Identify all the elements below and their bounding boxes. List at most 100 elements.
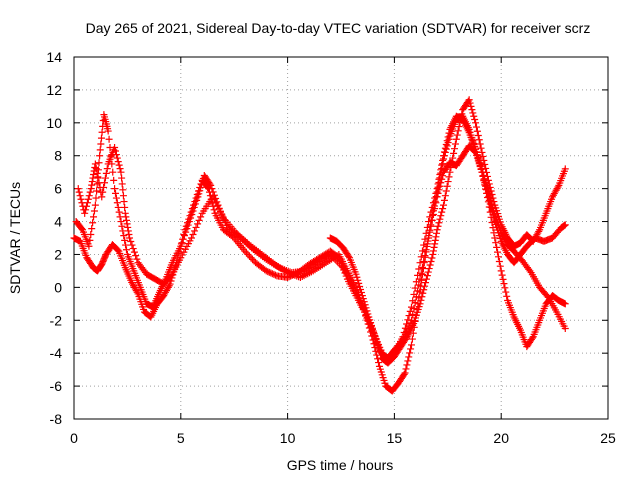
data-point: [371, 333, 379, 341]
data-point: [431, 194, 439, 202]
data-point: [185, 218, 193, 226]
data-point: [429, 247, 437, 255]
data-point: [404, 357, 412, 365]
data-point: [197, 184, 205, 192]
data-point: [401, 369, 409, 377]
data-point: [91, 163, 99, 171]
data-point: [194, 193, 202, 201]
data-point: [407, 345, 415, 353]
data-point: [466, 99, 474, 107]
data-point: [241, 247, 249, 255]
data-point: [264, 268, 272, 276]
data-point: [92, 194, 100, 202]
data-point: [471, 116, 479, 124]
data-point: [423, 272, 431, 280]
data-point: [427, 221, 435, 229]
data-point: [484, 176, 492, 184]
data-point: [81, 209, 89, 217]
data-point: [470, 112, 478, 120]
data-point: [187, 234, 195, 242]
data-point: [434, 183, 442, 191]
data-point: [475, 136, 483, 144]
data-point: [103, 165, 111, 173]
data-point: [244, 250, 252, 258]
data-point: [133, 255, 141, 263]
data-point: [115, 161, 123, 169]
data-point: [353, 273, 361, 281]
data-point: [271, 271, 279, 279]
data-point: [188, 210, 196, 218]
data-point: [178, 239, 186, 247]
data-point: [118, 222, 126, 230]
x-axis-label: GPS time / hours: [287, 457, 394, 473]
data-point: [474, 132, 482, 140]
data-point: [485, 180, 493, 188]
data-point: [96, 152, 104, 160]
data-point: [375, 345, 383, 353]
data-point: [189, 207, 197, 215]
data-point: [426, 261, 434, 269]
data-point: [85, 242, 93, 250]
data-point: [90, 213, 98, 221]
x-tick-label: 25: [600, 430, 616, 446]
data-point: [122, 216, 130, 224]
data-point: [468, 106, 476, 114]
data-point: [561, 325, 569, 332]
data-point: [419, 289, 427, 297]
data-point: [407, 303, 415, 311]
data-point: [195, 190, 203, 198]
data-point: [433, 226, 441, 234]
y-tick-label: 6: [54, 181, 62, 197]
data-point: [182, 228, 190, 236]
data-point: [535, 227, 543, 235]
data-point: [194, 220, 202, 228]
data-point: [497, 267, 505, 275]
data-point: [129, 245, 137, 253]
y-tick-label: -2: [50, 312, 63, 328]
data-point: [453, 131, 461, 139]
data-point: [440, 196, 448, 204]
data-point: [97, 140, 105, 148]
data-point: [90, 207, 98, 215]
data-point: [441, 148, 449, 156]
data-point: [438, 208, 446, 216]
data-point: [404, 316, 412, 324]
data-point: [433, 229, 441, 237]
data-point: [432, 193, 440, 201]
data-point: [501, 284, 509, 292]
tick-labels: 0 5 10 15 20 25 -8 -6 -4 -2 0 2 4 6 8 10 12 14: [46, 49, 616, 446]
data-point: [498, 271, 506, 279]
data-point: [377, 351, 385, 359]
data-point: [481, 181, 489, 189]
data-point: [491, 234, 499, 242]
data-point: [118, 180, 126, 188]
y-tick-label: -6: [50, 378, 63, 394]
data-point: [495, 258, 503, 266]
data-point: [125, 230, 133, 238]
data-point: [467, 102, 475, 110]
data-point: [435, 179, 443, 187]
data-point: [438, 164, 446, 172]
data-point: [88, 225, 96, 233]
data-point: [437, 169, 445, 177]
data-point: [418, 270, 426, 278]
data-point: [442, 187, 450, 195]
data-point: [446, 168, 454, 176]
data-point: [267, 269, 275, 277]
data-point: [469, 109, 477, 117]
x-tick-label: 10: [280, 430, 296, 446]
data-point: [76, 192, 84, 200]
data-point: [357, 289, 365, 297]
data-point: [358, 292, 366, 300]
data-point: [75, 188, 83, 196]
data-point: [127, 238, 135, 246]
data-point: [119, 186, 127, 194]
data-point: [445, 135, 453, 143]
data-point: [481, 160, 489, 168]
data-point: [268, 270, 276, 278]
data-point: [450, 149, 458, 157]
data-point: [420, 241, 428, 249]
data-point: [115, 208, 123, 216]
data-point: [425, 265, 433, 273]
data-point: [411, 284, 419, 292]
